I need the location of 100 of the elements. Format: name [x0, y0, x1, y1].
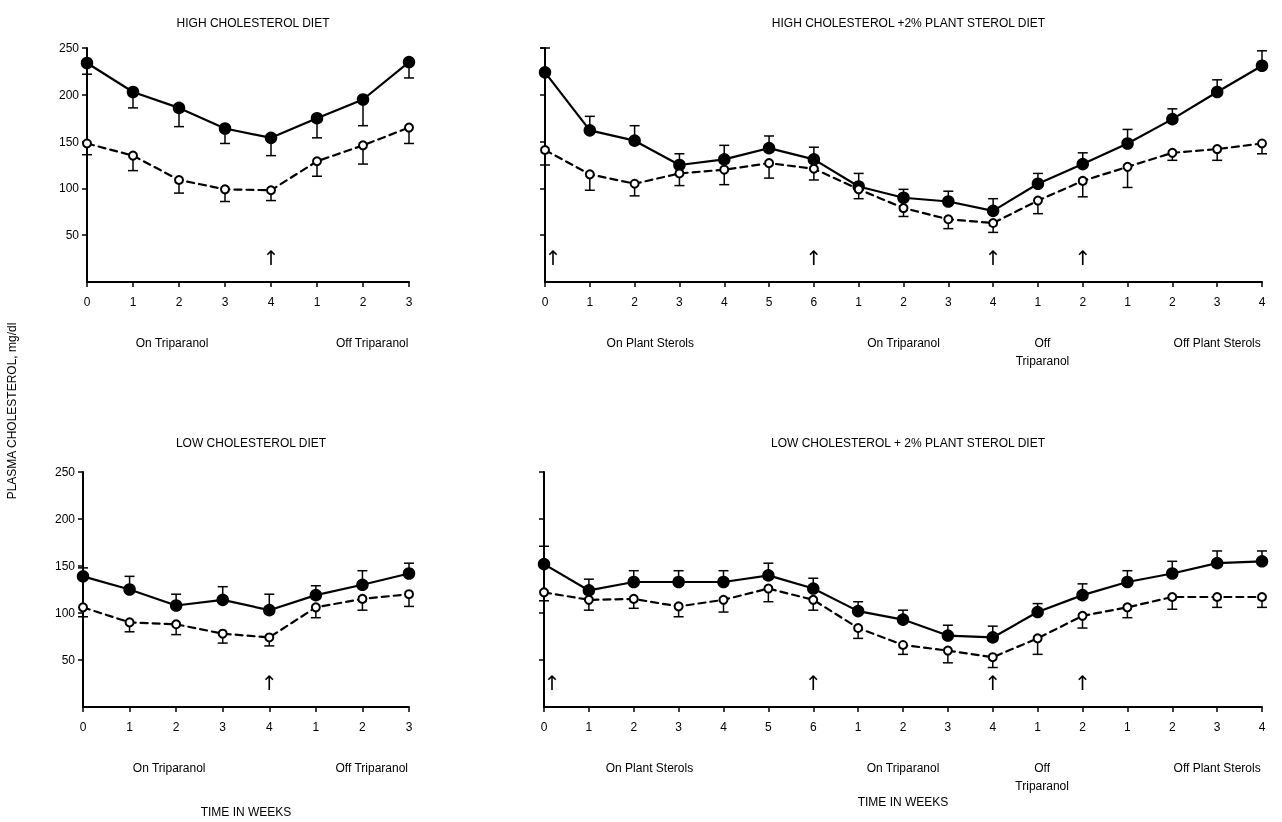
point	[82, 138, 92, 149]
point	[1121, 575, 1134, 589]
point	[357, 593, 368, 604]
x-tick-label: 1	[1034, 720, 1042, 734]
point	[941, 629, 955, 642]
point	[628, 134, 641, 147]
point	[807, 153, 821, 166]
point	[898, 203, 909, 214]
annotation: ↑	[544, 246, 562, 270]
point	[174, 174, 184, 185]
x-tick-label: 1	[129, 295, 137, 309]
annotation: ↑	[984, 671, 1002, 695]
point	[582, 584, 596, 597]
point	[356, 578, 369, 592]
point	[988, 218, 999, 229]
point	[1122, 161, 1133, 172]
point	[1257, 138, 1267, 149]
text: Off Triparanol	[335, 761, 408, 775]
point	[1257, 592, 1267, 603]
point	[627, 575, 640, 589]
point	[263, 603, 276, 617]
point	[986, 204, 1000, 218]
point	[583, 124, 597, 137]
x-tick-label: 4	[1258, 720, 1266, 734]
point	[718, 594, 729, 605]
point	[310, 111, 324, 125]
x-tick-label: 2	[1168, 720, 1176, 734]
point	[1210, 85, 1224, 99]
annotation: ↑	[1074, 246, 1092, 270]
point	[1212, 144, 1223, 155]
point	[126, 85, 140, 99]
point	[1032, 633, 1043, 644]
text: On Triparanol	[135, 336, 209, 350]
x-tick-label: 2	[900, 295, 908, 309]
point	[1212, 592, 1223, 603]
point	[402, 567, 416, 580]
point	[1166, 112, 1179, 126]
x-tick-label: 3	[405, 720, 413, 734]
point	[220, 184, 230, 195]
point	[78, 602, 88, 613]
text: Off Plant Sterols	[1173, 336, 1261, 350]
y-tick-label: 250	[54, 465, 76, 479]
point	[987, 652, 998, 663]
y-tick-label: 150	[58, 134, 80, 149]
text: On Plant Sterols	[606, 336, 694, 350]
point	[584, 169, 595, 180]
x-tick-label: 5	[765, 295, 773, 309]
point	[1077, 610, 1088, 621]
x-tick-label: 4	[720, 720, 728, 734]
x-tick-label: 3	[944, 720, 952, 734]
x-tick-label: 3	[1213, 720, 1221, 734]
x-tick-label: 4	[267, 295, 275, 309]
point	[942, 195, 955, 208]
point	[358, 140, 368, 151]
x-tick-label: 0	[541, 295, 549, 309]
annotation: ↑	[804, 671, 822, 695]
point	[404, 589, 414, 600]
point	[673, 601, 684, 612]
chart-title: LOW CHOLESTEROL DIET	[175, 436, 327, 450]
x-tick-label: 1	[1124, 720, 1132, 734]
annotation: ↑	[984, 246, 1002, 270]
chart-title: LOW CHOLESTEROL + 2% PLANT STEROL DIET	[771, 436, 1046, 450]
x-tick-label: 2	[1079, 295, 1087, 309]
point	[537, 557, 551, 571]
point	[943, 214, 954, 225]
text: On Triparanol	[867, 336, 940, 350]
x-tick-label: 2	[359, 295, 367, 309]
x-tick-label: 0	[83, 295, 91, 309]
x-tick-label: 2	[899, 720, 907, 734]
x-tick-label: 2	[359, 720, 367, 734]
point	[628, 593, 639, 604]
x-tick-label: 2	[631, 295, 639, 309]
point	[1255, 59, 1269, 73]
point	[762, 141, 776, 155]
y-tick-label: 100	[58, 181, 80, 196]
y-tick-label: 100	[54, 606, 76, 620]
point	[719, 164, 730, 175]
point	[264, 632, 275, 643]
point	[851, 604, 865, 618]
y-tick-label: 200	[54, 512, 76, 526]
y-tick-label: 250	[58, 41, 80, 55]
point	[672, 575, 685, 589]
point	[172, 101, 186, 115]
point	[1167, 592, 1178, 603]
point	[808, 594, 819, 605]
x-tick-label: 4	[989, 295, 997, 309]
point	[1031, 605, 1044, 619]
x-tick-label: 3	[944, 295, 952, 309]
chart-title: HIGH CHOLESTEROL DIET	[176, 16, 331, 30]
x-tick-label: 3	[405, 295, 413, 309]
y-tick-label: 150	[54, 559, 76, 573]
x-tick-label: 1	[854, 720, 862, 734]
text: Off Triparanol	[335, 336, 409, 350]
x-tick-label: 2	[172, 720, 180, 734]
point	[764, 158, 775, 169]
point	[718, 153, 731, 166]
y-axis-title: PLASMA CHOLESTEROL, mg/dl	[5, 322, 19, 500]
point	[717, 575, 730, 589]
x-tick-label: 1	[126, 720, 134, 734]
point	[1076, 157, 1089, 171]
